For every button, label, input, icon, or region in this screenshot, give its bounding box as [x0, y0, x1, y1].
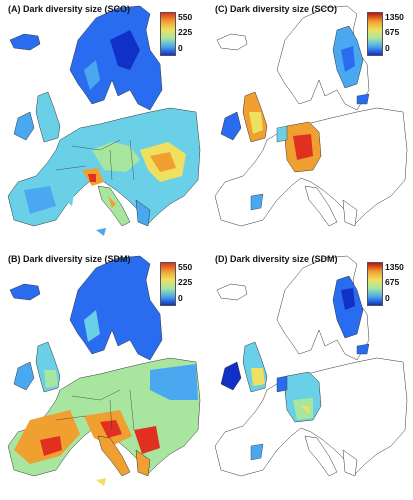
panel-d-legend-max: 1350 — [385, 262, 404, 272]
europe-map-c — [214, 5, 408, 227]
panel-b-legend-max: 550 — [178, 262, 193, 272]
panel-a-title: (A) Dark diversity size (SCO) — [8, 4, 131, 14]
panel-c-map: (C) Dark diversity size (SCO) 1350 675 0 — [207, 0, 413, 250]
panel-b-legend-min: 0 — [178, 293, 183, 303]
italy — [97, 435, 131, 477]
panel-c-colorbar — [367, 12, 383, 56]
panel-d-title: (D) Dark diversity size (SDM) — [215, 254, 338, 264]
panel-c-title: (C) Dark diversity size (SCO) — [215, 4, 338, 14]
panel-d-legend-mid: 675 — [385, 277, 400, 287]
iceland-outline — [216, 33, 248, 51]
panel-b-legend-mid: 225 — [178, 277, 193, 287]
ireland-data — [220, 111, 242, 141]
panel-c-legend-min: 0 — [385, 43, 390, 53]
panel-b-map: (B) Dark diversity size (SDM) 550 225 0 — [0, 250, 206, 500]
panel-d-colorbar — [367, 262, 383, 306]
panel-a-map: (A) Dark diversity size (SCO) 550 225 0 — [0, 0, 206, 250]
ireland-data — [220, 361, 242, 391]
europe-map-a — [7, 5, 201, 236]
panel-c-legend-max: 1350 — [385, 12, 404, 22]
panel-a-colorbar — [160, 12, 176, 56]
panel-d-map: (D) Dark diversity size (SDM) 1350 675 0 — [207, 250, 413, 500]
great-britain — [35, 91, 61, 143]
iceland — [9, 283, 41, 301]
panel-a-legend-min: 0 — [178, 43, 183, 53]
panel-d-legend-min: 0 — [385, 293, 390, 303]
ireland — [13, 111, 35, 141]
europe-map-d — [214, 255, 408, 477]
panel-a-legend-max: 550 — [178, 12, 193, 22]
iceland — [9, 33, 41, 51]
panel-b-colorbar — [160, 262, 176, 306]
panel-b-title: (B) Dark diversity size (SDM) — [8, 254, 131, 264]
ireland — [13, 361, 35, 391]
europe-map-b — [7, 255, 201, 486]
panel-a-legend-mid: 225 — [178, 27, 193, 37]
scandinavia — [69, 255, 163, 361]
panel-c-legend-mid: 675 — [385, 27, 400, 37]
